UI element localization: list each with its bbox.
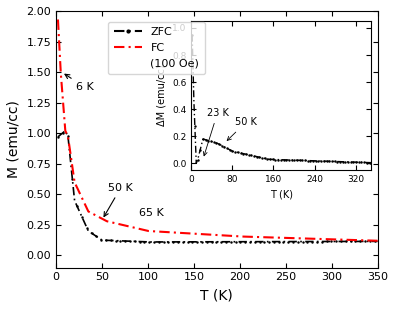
Y-axis label: M (emu/cc): M (emu/cc) bbox=[7, 100, 21, 178]
Text: 50 K: 50 K bbox=[104, 183, 133, 217]
Text: 6 K: 6 K bbox=[65, 74, 94, 92]
Text: 65 K: 65 K bbox=[139, 208, 164, 218]
Legend: ZFC, FC, (100 Oe): ZFC, FC, (100 Oe) bbox=[108, 22, 205, 74]
X-axis label: T (K): T (K) bbox=[200, 288, 233, 302]
